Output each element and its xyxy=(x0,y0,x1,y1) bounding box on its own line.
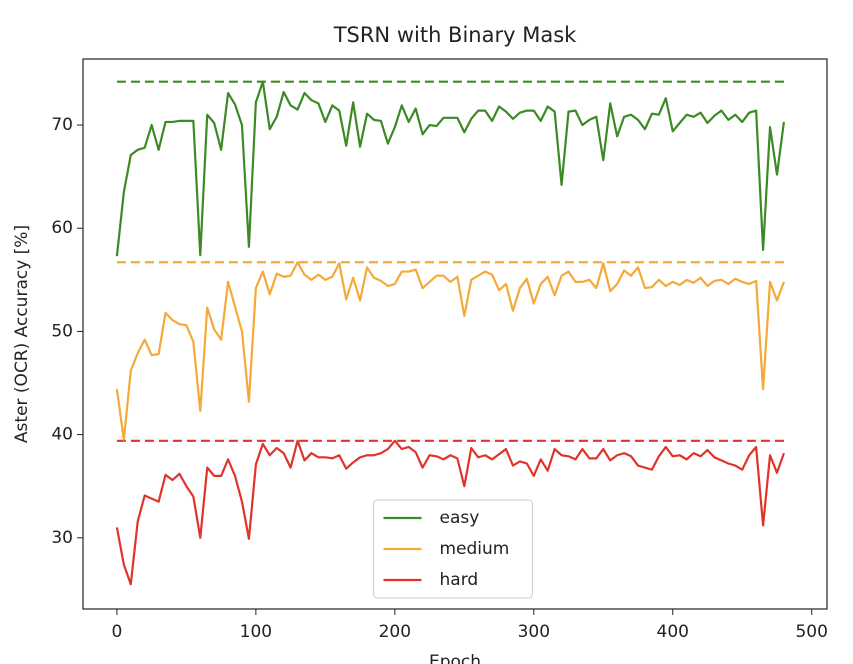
chart-title: TSRN with Binary Mask xyxy=(333,23,577,47)
y-tick-label: 50 xyxy=(51,321,73,341)
y-tick-label: 30 xyxy=(51,528,73,548)
x-tick-label: 100 xyxy=(240,622,272,642)
x-tick-label: 300 xyxy=(518,622,550,642)
x-tick-label: 400 xyxy=(657,622,689,642)
y-tick-label: 40 xyxy=(51,425,73,445)
x-axis-label: Epoch xyxy=(429,652,481,664)
plot-frame xyxy=(82,58,828,610)
x-tick-label: 0 xyxy=(111,622,122,642)
line-series xyxy=(115,261,785,441)
legend-box xyxy=(373,499,533,599)
x-tick-label: 500 xyxy=(795,622,827,642)
x-tick-label: 200 xyxy=(379,622,411,642)
y-axis-label: Aster (OCR) Accuracy [%] xyxy=(12,225,32,443)
y-tick-label: 70 xyxy=(51,115,73,135)
legend-label: hard xyxy=(440,570,479,590)
line-series xyxy=(115,439,785,586)
legend-label: medium xyxy=(440,539,510,559)
legend-label: easy xyxy=(440,508,480,528)
y-tick-label: 60 xyxy=(51,218,73,238)
line-series xyxy=(115,80,786,257)
